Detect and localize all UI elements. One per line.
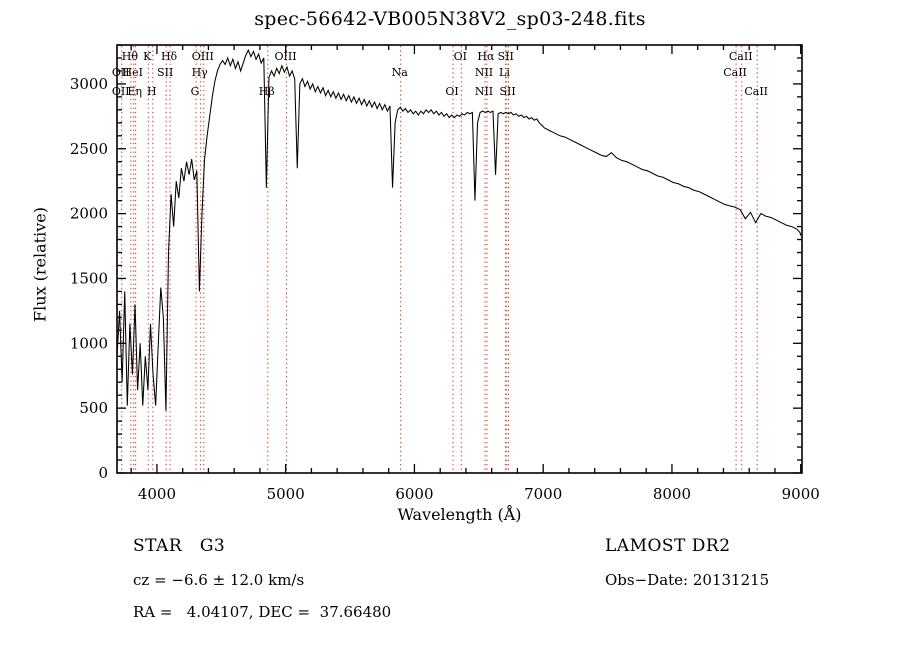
line-marker-label: Na <box>392 66 409 79</box>
y-tick-label: 500 <box>79 399 108 417</box>
line-marker-label: Hβ <box>259 85 275 98</box>
line-marker-label: Hα <box>477 50 495 63</box>
line-marker-label: Hθ <box>122 50 139 63</box>
line-marker-label: NII <box>475 85 493 98</box>
line-marker-label: Hδ <box>161 50 178 63</box>
line-marker-label: K <box>143 50 152 63</box>
line-marker-label: OII <box>112 66 130 79</box>
x-tick-label: 8000 <box>653 485 691 503</box>
object-class-text: STAR G3 <box>133 536 226 556</box>
x-tick-label: 4000 <box>138 485 176 503</box>
line-marker-label: SII <box>498 50 514 63</box>
x-tick-label: 9000 <box>782 485 820 503</box>
page-title: spec-56642-VB005N38V2_sp03-248.fits <box>254 8 646 30</box>
y-tick-label: 2500 <box>70 140 108 158</box>
x-tick-label: 7000 <box>524 485 562 503</box>
redshift-velocity-text: cz = −6.6 ± 12.0 km/s <box>133 571 305 589</box>
line-marker-label: Li <box>499 66 510 79</box>
line-marker-label: HeI <box>123 66 143 79</box>
y-tick-label: 2000 <box>70 205 108 223</box>
line-marker-label: OII <box>112 85 130 98</box>
spectrum-trace <box>116 48 802 411</box>
y-axis-label: Flux (relative) <box>30 207 50 322</box>
x-axis-label: Wavelength (Å) <box>397 505 522 524</box>
line-marker-label: SII <box>157 66 173 79</box>
line-marker-label: NII <box>475 66 493 79</box>
line-marker-label: OI <box>445 85 458 98</box>
line-marker-label: SII <box>499 85 515 98</box>
line-marker-label: G <box>191 85 200 98</box>
line-marker-label: OIII <box>275 50 297 63</box>
line-marker-label: Eη <box>127 85 142 98</box>
line-marker-label: H <box>147 85 157 98</box>
plot-frame <box>116 44 803 474</box>
line-marker-label: OIII <box>192 50 214 63</box>
x-tick-label: 5000 <box>267 485 305 503</box>
survey-text: LAMOST DR2 <box>605 536 731 556</box>
coordinates-text: RA = 4.04107, DEC = 37.66480 <box>133 603 392 621</box>
obs-date-text: Obs−Date: 20131215 <box>605 571 770 589</box>
y-tick-label: 0 <box>98 464 108 482</box>
line-marker-label: CaII <box>744 85 768 98</box>
line-marker-label: CaII <box>729 50 753 63</box>
line-marker-label: Hγ <box>192 66 209 79</box>
x-tick-label: 6000 <box>395 485 433 503</box>
line-marker-label: CaII <box>723 66 747 79</box>
y-tick-label: 3000 <box>70 75 108 93</box>
y-tick-label: 1000 <box>70 334 108 352</box>
y-tick-label: 1500 <box>70 269 108 287</box>
line-marker-label: OI <box>454 50 467 63</box>
